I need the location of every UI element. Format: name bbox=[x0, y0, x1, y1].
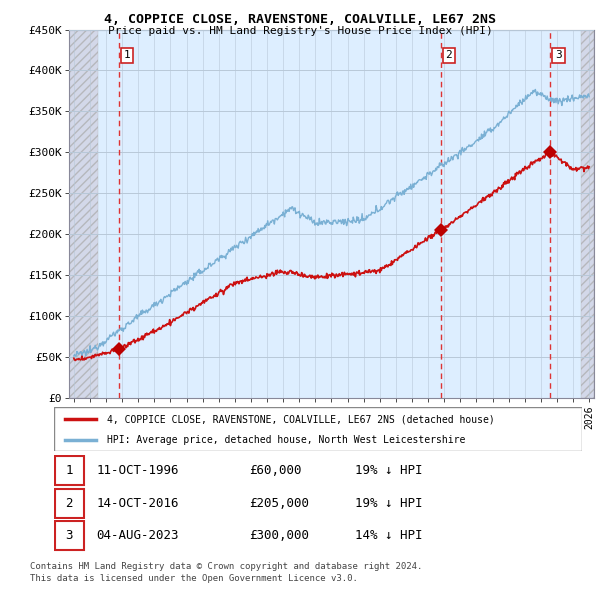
Text: 4, COPPICE CLOSE, RAVENSTONE, COALVILLE, LE67 2NS (detached house): 4, COPPICE CLOSE, RAVENSTONE, COALVILLE,… bbox=[107, 415, 494, 424]
Text: 14-OCT-2016: 14-OCT-2016 bbox=[96, 497, 179, 510]
Bar bbox=[55, 457, 83, 485]
Text: Contains HM Land Registry data © Crown copyright and database right 2024.: Contains HM Land Registry data © Crown c… bbox=[30, 562, 422, 571]
Text: 04-AUG-2023: 04-AUG-2023 bbox=[96, 529, 179, 542]
Text: 14% ↓ HPI: 14% ↓ HPI bbox=[355, 529, 422, 542]
Text: This data is licensed under the Open Government Licence v3.0.: This data is licensed under the Open Gov… bbox=[30, 574, 358, 583]
Text: 1: 1 bbox=[124, 50, 130, 60]
Text: £300,000: £300,000 bbox=[250, 529, 310, 542]
Bar bbox=[55, 489, 83, 517]
Text: £205,000: £205,000 bbox=[250, 497, 310, 510]
Text: 2: 2 bbox=[65, 497, 73, 510]
Text: 3: 3 bbox=[65, 529, 73, 542]
Text: 19% ↓ HPI: 19% ↓ HPI bbox=[355, 464, 422, 477]
Text: 19% ↓ HPI: 19% ↓ HPI bbox=[355, 497, 422, 510]
Text: 3: 3 bbox=[555, 50, 562, 60]
Text: 1: 1 bbox=[65, 464, 73, 477]
Text: 11-OCT-1996: 11-OCT-1996 bbox=[96, 464, 179, 477]
Bar bbox=[55, 522, 83, 550]
Text: 4, COPPICE CLOSE, RAVENSTONE, COALVILLE, LE67 2NS: 4, COPPICE CLOSE, RAVENSTONE, COALVILLE,… bbox=[104, 13, 496, 26]
Text: 2: 2 bbox=[446, 50, 452, 60]
Text: £60,000: £60,000 bbox=[250, 464, 302, 477]
Text: HPI: Average price, detached house, North West Leicestershire: HPI: Average price, detached house, Nort… bbox=[107, 435, 465, 445]
Text: Price paid vs. HM Land Registry's House Price Index (HPI): Price paid vs. HM Land Registry's House … bbox=[107, 26, 493, 36]
